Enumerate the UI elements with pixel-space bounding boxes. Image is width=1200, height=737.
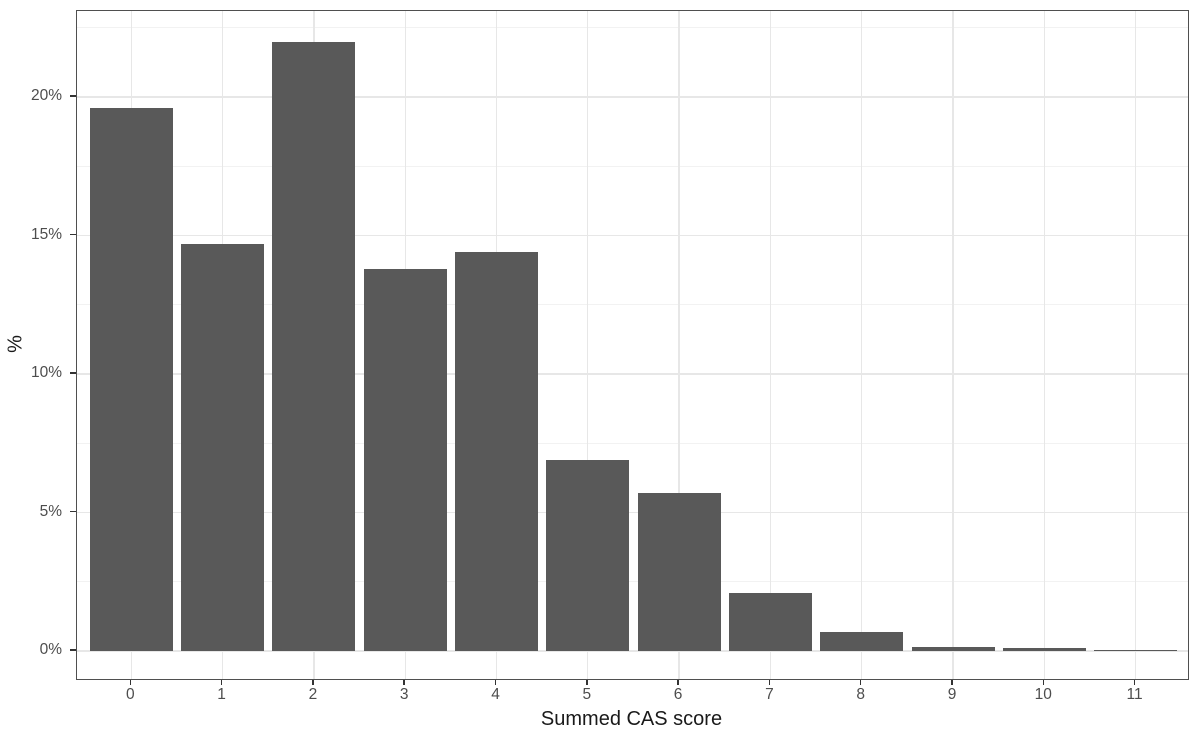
x-tick-label: 0 (125, 686, 135, 703)
x-tick-mark (1042, 679, 1045, 685)
x-tick-label: 3 (399, 686, 409, 703)
bar (728, 592, 812, 651)
x-tick-mark (586, 679, 588, 685)
gridline-x-major (952, 11, 954, 679)
gridline-x-major (587, 11, 589, 679)
x-tick-label: 7 (765, 686, 774, 703)
x-tick-mark (312, 679, 314, 685)
bar (820, 631, 904, 651)
bar (546, 459, 630, 651)
gridline-y-minor (77, 581, 1188, 583)
y-tick-mark (70, 233, 76, 236)
gridline-y-minor (77, 442, 1188, 444)
x-tick-mark (859, 679, 862, 685)
x-tick-label: 8 (856, 686, 865, 703)
y-tick-label: 0% (39, 641, 62, 658)
gridline-y-minor (77, 304, 1188, 306)
y-tick-label: 20% (30, 87, 62, 104)
y-tick-label: 10% (30, 364, 62, 381)
y-tick-mark (70, 510, 76, 513)
x-axis-title: Summed CAS score (540, 708, 723, 730)
bar (455, 252, 538, 651)
gridline-y-major (77, 234, 1188, 237)
x-tick-label: 4 (491, 686, 500, 703)
x-tick-label: 6 (673, 686, 683, 703)
gridline-x-major (1134, 11, 1137, 679)
gridline-x-major (678, 11, 680, 679)
x-tick-label: 11 (1126, 686, 1143, 703)
bar (181, 243, 265, 651)
x-tick-mark (1133, 679, 1136, 685)
gridline-y-major (77, 511, 1188, 514)
bar (637, 493, 721, 651)
x-tick-label: 10 (1034, 686, 1052, 703)
bar (363, 268, 447, 651)
y-axis-title: % (4, 335, 27, 353)
x-tick-mark (494, 679, 497, 685)
x-tick-label: 9 (947, 686, 957, 703)
x-tick-mark (677, 679, 679, 685)
gridline-y-major (77, 373, 1188, 375)
bar (1002, 648, 1086, 651)
gridline-y-minor (77, 165, 1188, 167)
x-tick-mark (951, 679, 953, 685)
gridline-y-major (77, 650, 1188, 652)
bar (89, 108, 173, 651)
x-tick-mark (129, 679, 132, 685)
x-tick-label: 5 (582, 686, 592, 703)
bar (1094, 650, 1178, 651)
plot-panel (76, 10, 1189, 680)
gridline-y-major (77, 96, 1188, 98)
x-tick-mark (220, 679, 223, 685)
x-tick-mark (768, 679, 771, 685)
gridline-x-major (1043, 11, 1045, 679)
x-tick-label: 1 (217, 686, 226, 703)
y-tick-mark (70, 372, 76, 374)
y-tick-label: 15% (30, 225, 62, 243)
y-tick-mark (70, 649, 76, 651)
y-tick-mark (70, 95, 76, 97)
gridline-x-major (769, 11, 772, 679)
gridline-x-major (861, 11, 863, 679)
y-tick-label: 5% (39, 502, 62, 520)
x-tick-mark (403, 679, 405, 685)
bar (911, 646, 995, 651)
gridline-y-minor (77, 27, 1188, 29)
bar (272, 41, 356, 651)
x-tick-label: 2 (308, 686, 318, 703)
